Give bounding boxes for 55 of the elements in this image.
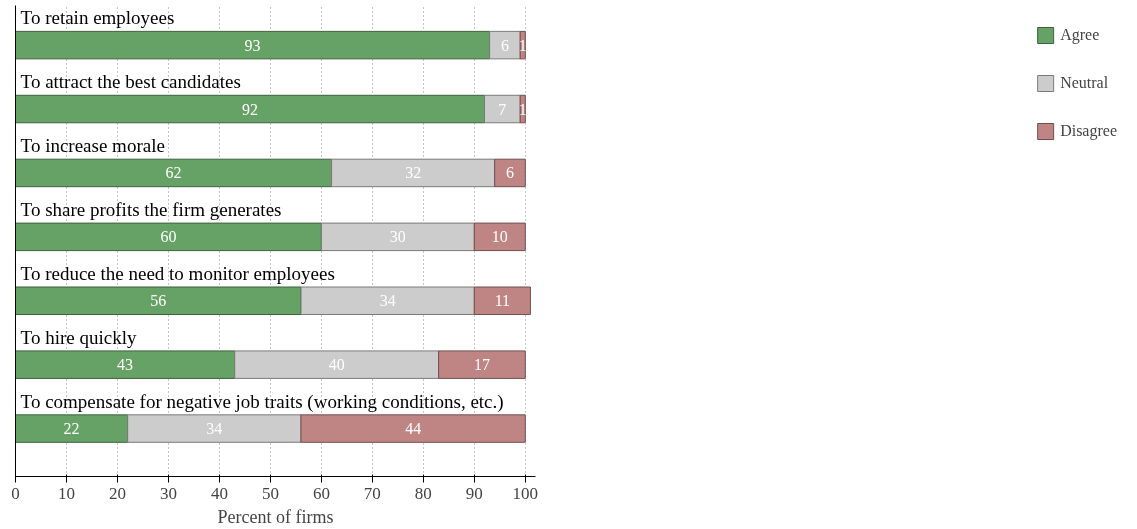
data-label: 17 (473, 356, 490, 374)
bar (438, 350, 526, 379)
data-label: 11 (494, 292, 511, 310)
data-label: 62 (165, 164, 182, 182)
y-tick-label: To share profits the firm generates (20, 198, 282, 220)
x-tick-label: 80 (414, 483, 432, 503)
bar (15, 222, 322, 252)
bar (331, 158, 496, 188)
x-tick-label: 50 (261, 483, 279, 503)
bar (484, 94, 521, 124)
x-tick-label: 20 (108, 483, 126, 503)
data-label: 92 (242, 100, 259, 118)
legend-label: Neutral (1060, 74, 1109, 92)
legend-label: Disagree (1060, 122, 1117, 140)
y-tick-label: To retain employees (20, 7, 175, 29)
bar (127, 414, 302, 443)
bar (15, 350, 236, 379)
y-tick-label: To reduce the need to monitor employees (20, 262, 335, 284)
x-tick-label: 90 (465, 483, 483, 503)
bar (489, 30, 521, 60)
data-label: 6 (506, 164, 515, 182)
bar (15, 414, 129, 443)
data-label: 22 (63, 420, 80, 438)
x-tick-label: 100 (512, 483, 539, 503)
x-axis-title: Percent of firms (217, 506, 334, 527)
data-label: 43 (117, 356, 134, 374)
bar (300, 286, 475, 315)
bar (320, 222, 475, 252)
bar (15, 286, 302, 315)
legend-label: Agree (1060, 26, 1100, 44)
y-tick-label: To attract the best candidates (20, 71, 241, 93)
data-label: 1 (518, 36, 527, 54)
bar (494, 158, 526, 188)
bar (15, 94, 486, 124)
x-tick-label: 30 (159, 483, 177, 503)
bar (234, 350, 440, 379)
y-tick-label: To hire quickly (20, 326, 137, 348)
data-label: 1 (518, 100, 527, 118)
bar (15, 158, 333, 188)
bar (473, 286, 531, 315)
data-label: 10 (491, 228, 508, 246)
data-label: 93 (244, 36, 261, 54)
data-label: 60 (160, 228, 177, 246)
x-tick-label: 0 (11, 483, 20, 503)
data-label: 44 (405, 420, 422, 438)
x-tick-label: 10 (57, 483, 75, 503)
bar (473, 222, 526, 252)
data-label: 56 (150, 292, 167, 310)
x-tick-label: 60 (312, 483, 330, 503)
y-tick-label: To compensate for negative job traits (working conditions, etc.) (20, 390, 504, 413)
y-tick-label: To increase morale (20, 135, 165, 156)
x-tick-label: 40 (210, 483, 228, 503)
bar (15, 30, 491, 60)
x-tick-label: 70 (363, 483, 381, 503)
bar (300, 414, 526, 443)
